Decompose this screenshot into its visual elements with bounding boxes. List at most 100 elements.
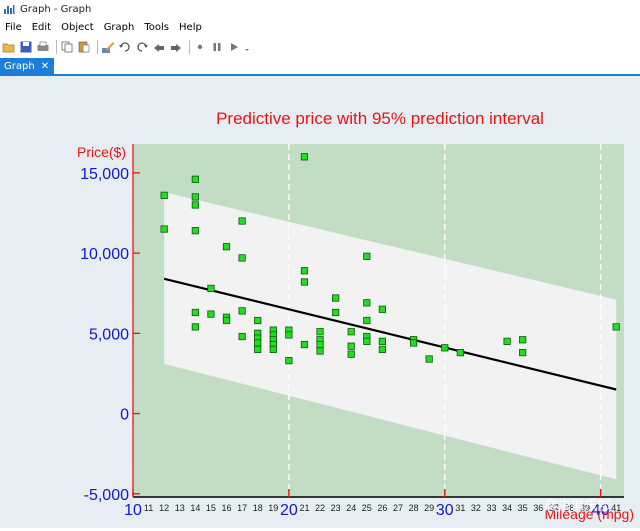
data-point <box>191 227 199 235</box>
data-point <box>425 355 433 363</box>
y-tick-label: 15,000 <box>80 166 129 183</box>
toolbar <box>0 37 640 57</box>
data-point <box>363 337 371 345</box>
chart-title: Predictive price with 95% prediction int… <box>216 109 544 128</box>
data-point <box>441 344 449 352</box>
menu-file[interactable]: File <box>5 22 22 33</box>
app-chart-icon <box>4 5 15 14</box>
undo-icon[interactable] <box>118 40 132 54</box>
back-icon[interactable] <box>152 40 166 54</box>
data-point <box>316 328 324 336</box>
menu-help[interactable]: Help <box>179 22 202 33</box>
x-minor-tick-label: 11 <box>144 503 153 513</box>
data-point <box>238 217 246 225</box>
data-point <box>191 201 199 209</box>
redo-icon[interactable] <box>135 40 149 54</box>
data-points <box>160 153 620 365</box>
data-point <box>191 175 199 183</box>
data-point <box>363 252 371 260</box>
x-minor-tick-label: 41 <box>611 503 621 513</box>
x-minor-tick-label: 12 <box>159 503 169 513</box>
close-icon[interactable]: ✕ <box>40 60 50 72</box>
menu-bar: File Edit Object Graph Tools Help <box>0 19 640 36</box>
menu-object[interactable]: Object <box>61 22 94 33</box>
x-minor-tick-label: 21 <box>299 503 309 513</box>
y-tick-label: 5,000 <box>89 326 129 343</box>
x-minor-tick-label: 38 <box>564 503 574 513</box>
data-point <box>222 243 231 251</box>
x-major-tick-label: 10 <box>124 502 142 519</box>
paste-icon[interactable] <box>77 40 91 54</box>
window-title: Graph - Graph <box>20 3 92 15</box>
data-point <box>300 267 309 275</box>
data-point <box>207 284 215 293</box>
data-point <box>238 254 246 262</box>
menu-graph[interactable]: Graph <box>103 22 135 33</box>
x-minor-tick-label: 18 <box>253 503 263 513</box>
data-point <box>378 337 386 345</box>
data-point <box>332 294 340 302</box>
x-minor-tick-label: 23 <box>331 503 341 513</box>
data-point <box>363 299 371 307</box>
x-minor-tick-label: 33 <box>487 503 497 513</box>
y-axis-label: Price($) <box>77 144 126 160</box>
data-point <box>612 323 620 331</box>
x-minor-tick-label: 19 <box>268 503 278 513</box>
data-point <box>378 345 386 353</box>
forward-icon[interactable] <box>169 40 183 54</box>
x-minor-tick-label: 24 <box>346 503 356 513</box>
data-point <box>409 339 418 347</box>
x-minor-tick-label: 28 <box>409 503 419 513</box>
data-point <box>254 345 262 353</box>
data-point <box>316 347 324 355</box>
tab-graph-label: Graph <box>4 60 35 72</box>
play-icon[interactable] <box>227 40 241 54</box>
tab-graph[interactable]: Graph ✕ <box>0 58 55 74</box>
data-point <box>160 225 168 233</box>
data-point <box>300 340 309 349</box>
data-point <box>378 305 386 313</box>
prediction-interval-band <box>164 192 617 480</box>
x-minor-tick-label: 39 <box>580 503 590 513</box>
x-major-tick-label: 40 <box>592 502 610 519</box>
data-point <box>300 278 309 286</box>
data-point <box>347 350 355 358</box>
copy-icon[interactable] <box>60 40 74 54</box>
x-minor-tick-label: 25 <box>362 503 372 513</box>
toolbar-separator <box>189 40 190 54</box>
data-point <box>222 316 231 325</box>
x-minor-tick-label: 36 <box>533 503 543 513</box>
tab-bar: Graph ✕ <box>0 58 640 76</box>
data-point <box>269 345 277 353</box>
toolbar-overflow-icon[interactable] <box>244 40 250 54</box>
data-point <box>363 316 371 325</box>
x-minor-tick-label: 35 <box>518 503 528 513</box>
x-minor-tick-label: 26 <box>377 503 387 513</box>
data-point <box>254 316 262 325</box>
x-minor-tick-label: 22 <box>315 503 325 513</box>
save-icon[interactable] <box>19 40 33 54</box>
x-minor-tick-label: 16 <box>222 503 232 513</box>
x-major-tick-label: 30 <box>436 502 454 519</box>
data-point <box>456 348 464 357</box>
x-axis-label: Mileage (mpg) <box>545 506 634 522</box>
edit-icon[interactable] <box>101 40 115 54</box>
y-tick-label: -5,000 <box>84 487 129 504</box>
x-major-tick-label: 20 <box>280 502 298 519</box>
data-point <box>238 307 246 315</box>
pause-icon[interactable] <box>210 40 224 54</box>
data-point <box>300 153 309 161</box>
x-minor-tick-label: 15 <box>206 503 216 513</box>
x-minor-tick-label: 14 <box>190 503 200 513</box>
graph-window: Predictive price with 95% prediction int… <box>0 76 640 528</box>
print-icon[interactable] <box>36 40 50 54</box>
data-point <box>285 331 293 339</box>
data-point <box>254 339 262 347</box>
record-icon[interactable] <box>193 40 207 54</box>
open-icon[interactable] <box>2 40 16 54</box>
menu-edit[interactable]: Edit <box>31 22 52 33</box>
menu-tools[interactable]: Tools <box>144 22 170 33</box>
x-minor-tick-label: 29 <box>424 503 434 513</box>
data-point <box>347 342 355 350</box>
data-point <box>332 308 340 317</box>
